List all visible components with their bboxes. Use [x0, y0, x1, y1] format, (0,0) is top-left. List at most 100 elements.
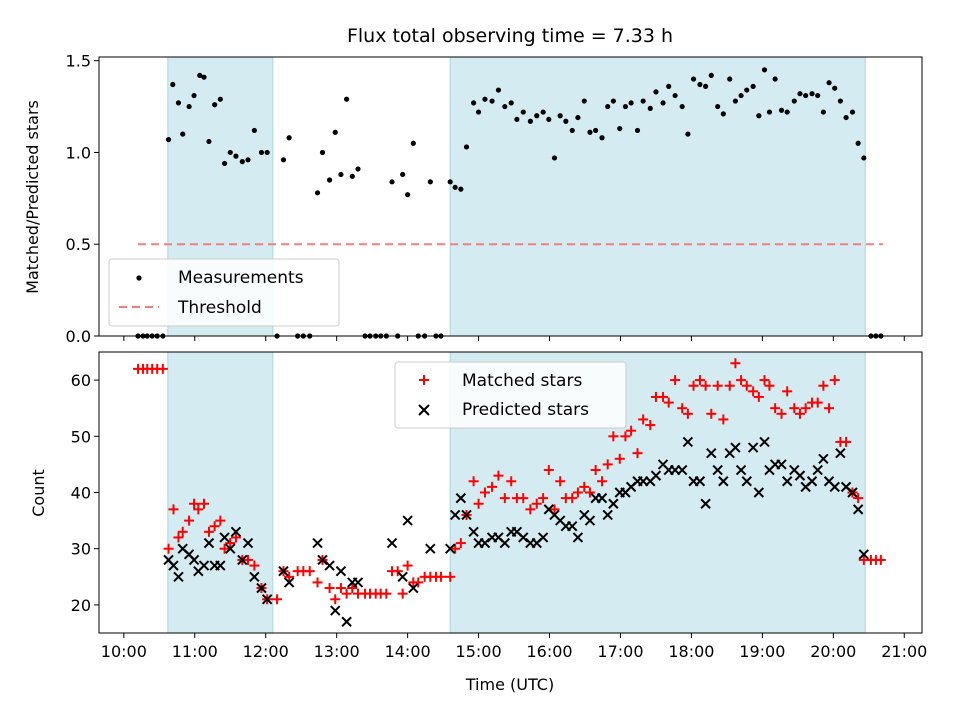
bottom-panel-predicted-star-point: [225, 543, 236, 554]
bottom-panel-matched-star-point: [853, 493, 864, 504]
bottom-panel-matched-star-point: [538, 493, 549, 504]
bottom-panel-predicted-star-point: [215, 560, 226, 571]
bottom-panel-predicted-star-point: [741, 476, 752, 487]
bottom-panel-matched-star-point: [531, 498, 542, 509]
bottom-panel-predicted-star-point: [352, 577, 364, 588]
top-panel-measurement-point: [217, 96, 223, 102]
top-panel-measurement-point: [475, 109, 482, 115]
bottom-panel-matched-star-point: [543, 465, 554, 476]
x-marker-b: [468, 526, 479, 538]
bottom-panel-predicted-star-point: [676, 464, 688, 476]
top-panel-y-tick-label: 0.0: [66, 327, 91, 346]
top-panel-measurement-point: [738, 92, 744, 99]
bottom-panel-predicted-star-point: [537, 532, 549, 543]
top-panel-measurement-point: [405, 192, 411, 198]
top-panel-measurement-point: [744, 87, 750, 93]
x-marker-b: [493, 532, 504, 543]
bottom-panel-matched-star-point: [173, 532, 184, 543]
top-panel-measurement-point: [447, 179, 453, 185]
bottom-panel-predicted-star-point: [219, 532, 230, 543]
legend-box: [108, 258, 340, 327]
x-marker-b: [829, 481, 840, 493]
bottom-panel-matched-star-point: [230, 532, 241, 543]
bottom-panel-matched-star-point: [413, 577, 424, 588]
bottom-panel-matched-star-point: [829, 375, 840, 386]
bottom-panel-matched-star-point: [748, 386, 759, 397]
top-panel-measurement-point: [593, 127, 599, 134]
x-marker-b: [657, 459, 669, 470]
bottom-panel-predicted-star-point: [261, 594, 273, 605]
x-marker-b: [283, 577, 295, 588]
top-panel-measurement-point: [756, 113, 762, 119]
top-panel-measurement-point: [861, 155, 867, 161]
bottom-panel-matched-star-point: [450, 543, 461, 554]
bottom-panel-predicted-star-point: [242, 537, 254, 549]
x-marker-b: [499, 537, 511, 549]
bottom-panel-matched-star-point: [189, 498, 200, 509]
legend-box: [394, 361, 627, 429]
bottom-panel-predicted-star-point: [237, 554, 248, 566]
top-panel-measurement-point: [855, 140, 861, 146]
top-panel-measurement-point: [647, 105, 653, 111]
x-marker-b: [225, 543, 236, 554]
top-panel-measurement-point: [286, 135, 292, 141]
x-tick-label: 16:00: [526, 642, 572, 661]
x-tick-label: 18:00: [668, 642, 714, 661]
x-marker-b: [449, 509, 461, 521]
top-panel-y-tick-label: 1.0: [66, 143, 91, 162]
top-panel-measurement-point: [527, 118, 533, 124]
top-panel-measurement-point: [715, 103, 721, 110]
bottom-panel-matched-star-point: [584, 487, 595, 498]
bottom-panel-matched-star-point: [718, 414, 729, 425]
bottom-panel-matched-star-point: [620, 431, 631, 442]
bottom-panel-predicted-star-point: [794, 470, 806, 481]
bottom-panel-predicted-star-point: [518, 532, 529, 543]
top-panel-measurement-point: [826, 80, 832, 86]
top-panel-measurement-point: [227, 149, 233, 156]
x-marker-b: [847, 487, 858, 498]
bottom-panel-matched-star-point: [549, 504, 560, 515]
top-panel-measurement-point: [803, 92, 809, 99]
top-panel-measurement-point: [784, 109, 790, 115]
top-panel-measurement-point: [344, 96, 350, 102]
x-marker-b: [676, 464, 688, 476]
top-panel-measurement-point: [563, 118, 569, 124]
top-panel-measurement-point: [708, 72, 714, 78]
bottom-panel-predicted-star-point: [694, 476, 706, 487]
bottom-panel-predicted-star-point: [249, 571, 260, 583]
top-panel-y-tick-label: 0.5: [66, 235, 91, 254]
bottom-panel-predicted-star-point: [718, 476, 729, 487]
top-panel-measurement-point: [502, 103, 508, 110]
top-panel-measurement-point: [245, 157, 251, 163]
top-panel-measurement-point: [264, 149, 270, 156]
top-panel-measurement-point: [575, 114, 581, 121]
bottom-panel-matched-star-point: [645, 420, 656, 431]
top-panel-measurement-point: [727, 76, 733, 82]
bottom-panel-matched-star-point: [818, 380, 829, 391]
bottom-panel-predicted-star-point: [168, 560, 179, 571]
bottom-panel-matched-star-point: [157, 363, 168, 374]
top-panel-measurement-point: [569, 127, 575, 134]
top-panel-measurement-point: [660, 100, 666, 106]
bottom-panel-matched-star-point: [506, 476, 517, 487]
x-marker-b: [177, 543, 188, 554]
top-panel-legend: Measurements Threshold: [108, 258, 340, 327]
bottom-panel-matched-star-point: [397, 588, 408, 599]
bottom-panel-matched-star-point: [525, 504, 536, 515]
x-marker-b: [397, 571, 408, 583]
legend-threshold-label: Threshold: [177, 298, 262, 318]
bottom-panel-matched-star-point: [215, 515, 226, 526]
top-panel-measurement-point: [534, 113, 540, 119]
x-marker-b: [741, 476, 752, 487]
top-panel-measurement-point: [463, 144, 470, 150]
bottom-panel-predicted-star-point: [173, 571, 184, 583]
bottom-panel-matched-star-point: [614, 453, 625, 464]
bottom-panel-matched-star-point: [753, 391, 764, 402]
top-panel-measurement-point: [233, 153, 239, 159]
bottom-panel-predicted-star-point: [402, 515, 413, 526]
bottom-panel-matched-star-point: [688, 380, 699, 391]
top-panel-measurement-point: [599, 135, 605, 141]
x-marker-b: [537, 532, 549, 543]
bottom-panel-matched-star-point: [626, 425, 637, 436]
